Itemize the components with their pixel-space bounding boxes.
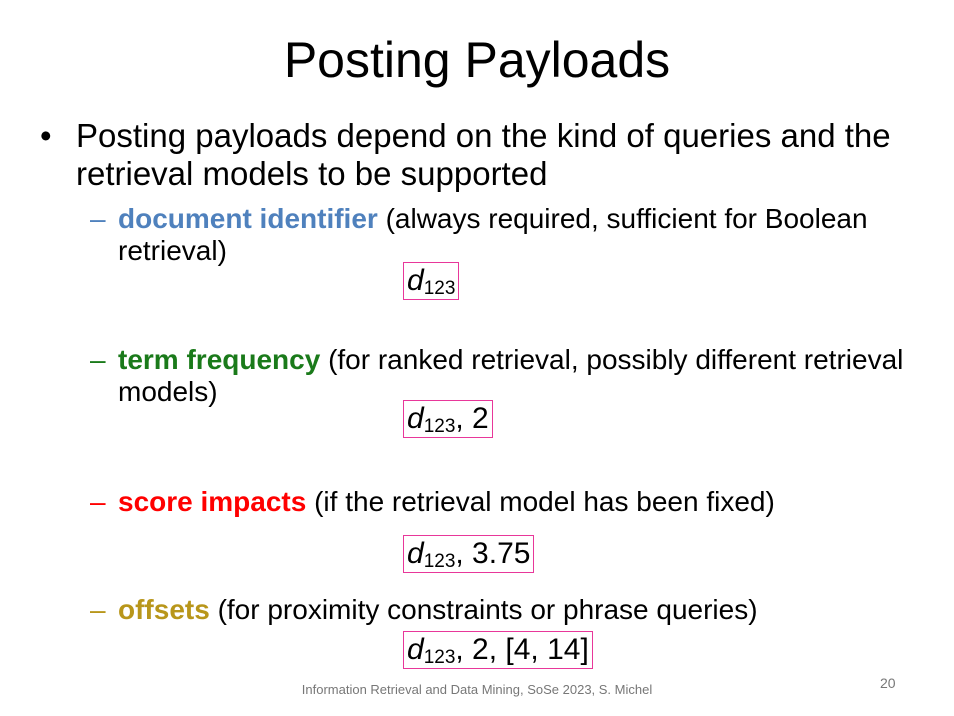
page-number: 20 <box>880 675 896 691</box>
keyword-score-impacts: score impacts <box>118 486 307 517</box>
example-suffix: , 3.75 <box>455 537 531 570</box>
example-box-term-frequency: d123, 2 <box>403 400 493 438</box>
keyword-document-identifier: document identifier <box>118 203 378 234</box>
example-subscript: 123 <box>423 278 456 299</box>
example-box-score-impacts: d123, 3.75 <box>403 535 535 573</box>
subitem-description: (for ranked retrieval, possibly differen… <box>118 344 904 407</box>
example-box-document-identifier: d123 <box>403 262 460 300</box>
example-var: d <box>407 264 424 297</box>
dash-marker: – <box>90 486 106 517</box>
example-subscript: 123 <box>423 551 456 572</box>
bullet-text: Posting payloads depend on the kind of q… <box>76 117 891 192</box>
slide-title: Posting Payloads <box>283 32 671 88</box>
example-subscript: 123 <box>423 647 456 668</box>
keyword-offsets: offsets <box>118 594 210 625</box>
slide-footer: Information Retrieval and Data Mining, S… <box>301 682 653 697</box>
dash-marker: – <box>90 344 106 375</box>
subitem-description: (always required, sufficient for Boolean… <box>118 203 868 266</box>
example-suffix: , 2 <box>455 402 489 435</box>
example-var: d <box>407 402 424 435</box>
dash-marker: – <box>90 594 106 625</box>
example-box-offsets: d123, 2, [4, 14] <box>403 631 593 669</box>
example-suffix: , 2, [4, 14] <box>455 633 589 666</box>
keyword-term-frequency: term frequency <box>118 344 321 375</box>
example-var: d <box>407 537 424 570</box>
dash-marker: – <box>90 203 106 234</box>
example-var: d <box>407 633 424 666</box>
subitem-description: (for proximity constraints or phrase que… <box>209 594 758 625</box>
bullet-marker: • <box>40 117 52 154</box>
subitem-description: (if the retrieval model has been fixed) <box>306 486 775 517</box>
example-subscript: 123 <box>423 416 456 437</box>
